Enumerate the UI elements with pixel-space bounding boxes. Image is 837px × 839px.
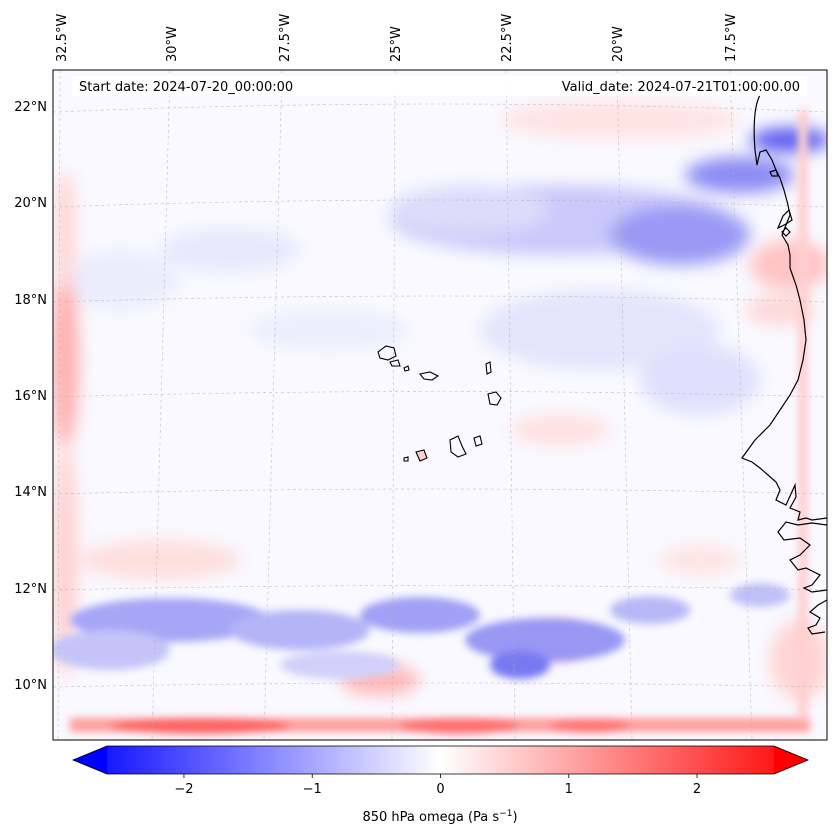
map-frame [52,69,828,741]
colorbar-tick-label: −1 [303,782,322,797]
lower-blue-band [53,583,790,679]
lat-tick-label: 12°N [14,582,47,597]
lat-tick-label: 22°N [14,100,47,115]
upper-blue-band [60,128,827,415]
valid-date-label: Valid_date: 2024-07-21T01:00:00.00 [562,80,800,95]
gridlines [53,70,827,740]
colorbar-label: 850 hPa omega (Pa s−1) [362,809,517,825]
info-box [72,76,807,96]
colorbar-tick-label: 2 [693,782,701,797]
lon-tick-label: 17.5°W [724,14,739,62]
colorbar-tick-label: 1 [565,782,573,797]
coastline [741,94,827,635]
lon-tick-label: 27.5°W [278,14,293,62]
lat-tick-label: 14°N [14,485,47,500]
lat-tick-label: 20°N [14,196,47,211]
colorbar-ticks: −2 −1 0 1 2 [174,774,701,797]
colorbar-gradient [73,746,808,774]
lat-tick-label: 10°N [14,678,47,693]
lat-tick-labels: 22°N 20°N 18°N 16°N 14°N 12°N 10°N [14,100,47,693]
lon-tick-label: 20°W [611,26,626,62]
omega-field [53,70,827,740]
lon-tick-label: 25°W [389,26,404,62]
lon-tick-label: 22.5°W [500,14,515,62]
colorbar: −2 −1 0 1 2 850 hPa omega (Pa s−1) [71,745,810,825]
lon-tick-label: 32.5°W [55,14,70,62]
colorbar-max-extend [774,746,808,774]
lon-tick-labels: 32.5°W 30°W 27.5°W 25°W 22.5°W 20°W 17.5… [55,14,739,62]
colorbar-outline [71,745,810,775]
colorbar-tick-label: 0 [436,782,444,797]
lon-tick-label: 30°W [165,26,180,62]
bottom-red-strip [70,110,810,734]
colorbar-min-extend [73,746,107,774]
islands [377,345,502,462]
colorbar-tick-label: −2 [174,782,193,797]
lat-tick-label: 16°N [14,389,47,404]
start-date-label: Start date: 2024-07-20_00:00:00 [79,80,293,95]
lat-tick-label: 18°N [14,293,47,308]
